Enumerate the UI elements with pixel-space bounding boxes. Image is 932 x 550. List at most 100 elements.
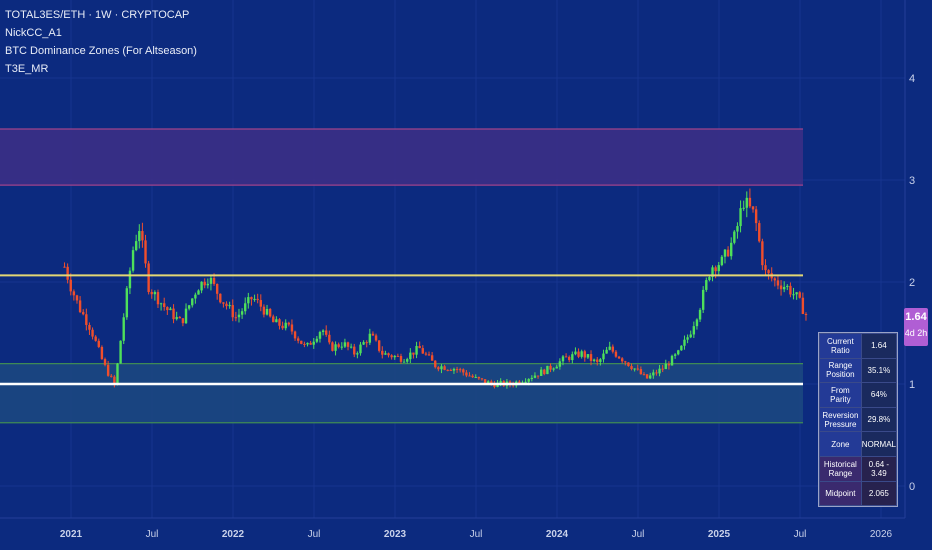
candle-body bbox=[561, 356, 565, 362]
indicator-btc-dominance[interactable]: BTC Dominance Zones (For Altseason) bbox=[5, 45, 197, 57]
stats-row: Midpoint 2.065 bbox=[819, 480, 898, 507]
candle-body bbox=[191, 298, 194, 306]
indicator-t3e-mr[interactable]: T3E_MR bbox=[5, 63, 49, 75]
candle-body bbox=[200, 281, 203, 291]
candle-body bbox=[518, 381, 521, 384]
candle-body bbox=[396, 355, 400, 357]
candle-body bbox=[583, 351, 586, 358]
candle-body bbox=[708, 276, 711, 281]
candle-body bbox=[215, 283, 219, 294]
candle-body bbox=[602, 353, 605, 360]
candle-body bbox=[222, 302, 225, 304]
candle-body bbox=[782, 286, 786, 290]
price-tick-label: 3 bbox=[909, 175, 915, 187]
candle-body bbox=[620, 358, 624, 362]
stats-label: Reversion Pressure bbox=[819, 406, 862, 433]
candle-body bbox=[381, 350, 384, 355]
candle-body bbox=[244, 303, 247, 312]
candle-body bbox=[399, 355, 403, 362]
candle-body bbox=[334, 344, 337, 351]
candle-body bbox=[533, 375, 537, 378]
indicator-nickcc[interactable]: NickCC_A1 bbox=[5, 27, 62, 39]
time-tick-label: 2021 bbox=[60, 529, 83, 540]
candle-body bbox=[300, 340, 303, 344]
candle-body bbox=[490, 381, 493, 384]
candle-body bbox=[636, 368, 639, 370]
candle-body bbox=[549, 365, 552, 370]
candle-body bbox=[458, 369, 462, 371]
stats-value: 0.64 - 3.49 bbox=[860, 455, 898, 482]
candle-body bbox=[792, 294, 795, 296]
candles bbox=[63, 188, 808, 389]
candle-body bbox=[683, 339, 686, 346]
candle-body bbox=[649, 375, 652, 379]
candle-body bbox=[680, 345, 683, 351]
candle-body bbox=[714, 267, 717, 272]
candle-body bbox=[290, 324, 294, 332]
stats-value: 35.1% bbox=[860, 357, 898, 384]
candle-body bbox=[66, 266, 69, 280]
candle-body bbox=[296, 338, 300, 341]
candle-body bbox=[365, 342, 368, 344]
candle-body bbox=[658, 368, 661, 374]
candle-body bbox=[125, 288, 129, 318]
time-tick-label: 2022 bbox=[222, 529, 245, 540]
candle-body bbox=[480, 378, 484, 380]
candle-body bbox=[228, 305, 231, 307]
candle-body bbox=[159, 303, 163, 305]
candle-body bbox=[315, 338, 319, 342]
price-axis[interactable] bbox=[905, 0, 932, 518]
candle-body bbox=[773, 278, 777, 281]
candle-body bbox=[166, 307, 169, 311]
candle-body bbox=[717, 265, 720, 272]
current-price-value: 1.64 bbox=[905, 311, 927, 323]
candle-body bbox=[312, 341, 315, 345]
candle-body bbox=[72, 291, 76, 296]
stats-value: 2.065 bbox=[860, 480, 898, 507]
candle-body bbox=[645, 374, 649, 379]
candle-body bbox=[449, 369, 453, 371]
candle-body bbox=[695, 319, 699, 327]
stats-label: Midpoint bbox=[819, 480, 862, 507]
symbol-title[interactable]: TOTAL3ES/ETH · 1W · CRYPTOCAP bbox=[5, 9, 190, 21]
candle-body bbox=[138, 231, 141, 242]
candle-body bbox=[178, 316, 181, 319]
time-tick-label: 2024 bbox=[546, 529, 569, 540]
candle-body bbox=[705, 280, 708, 290]
candle-body bbox=[110, 375, 113, 377]
candle-body bbox=[362, 342, 365, 345]
candle-body bbox=[234, 317, 238, 319]
candle-body bbox=[69, 279, 72, 292]
candle-body bbox=[390, 355, 393, 358]
candle-body bbox=[614, 351, 618, 357]
candle-body bbox=[219, 293, 222, 303]
candle-body bbox=[437, 367, 440, 370]
candle-body bbox=[415, 345, 418, 355]
candle-body bbox=[686, 337, 689, 340]
candle-body bbox=[412, 352, 415, 355]
candle-body bbox=[596, 359, 599, 362]
candle-body bbox=[212, 277, 216, 284]
candle-body bbox=[711, 267, 714, 277]
candle-body bbox=[259, 300, 262, 307]
candle-body bbox=[673, 354, 677, 356]
candle-body bbox=[421, 348, 424, 354]
candle-body bbox=[455, 368, 459, 370]
candle-body bbox=[539, 369, 543, 376]
time-axis[interactable] bbox=[0, 518, 932, 550]
candle-body bbox=[356, 353, 359, 355]
candle-body bbox=[172, 308, 175, 320]
candle-body bbox=[779, 285, 783, 290]
time-tick-label: Jul bbox=[794, 529, 807, 540]
candle-body bbox=[175, 316, 178, 320]
zone-band bbox=[0, 129, 803, 186]
candle-body bbox=[452, 368, 456, 371]
candle-body bbox=[462, 369, 465, 373]
candle-body bbox=[393, 355, 396, 358]
candle-body bbox=[667, 363, 671, 366]
candle-body bbox=[94, 336, 97, 341]
candle-body bbox=[558, 361, 562, 367]
candle-body bbox=[664, 363, 667, 370]
time-tick-label: Jul bbox=[470, 529, 483, 540]
